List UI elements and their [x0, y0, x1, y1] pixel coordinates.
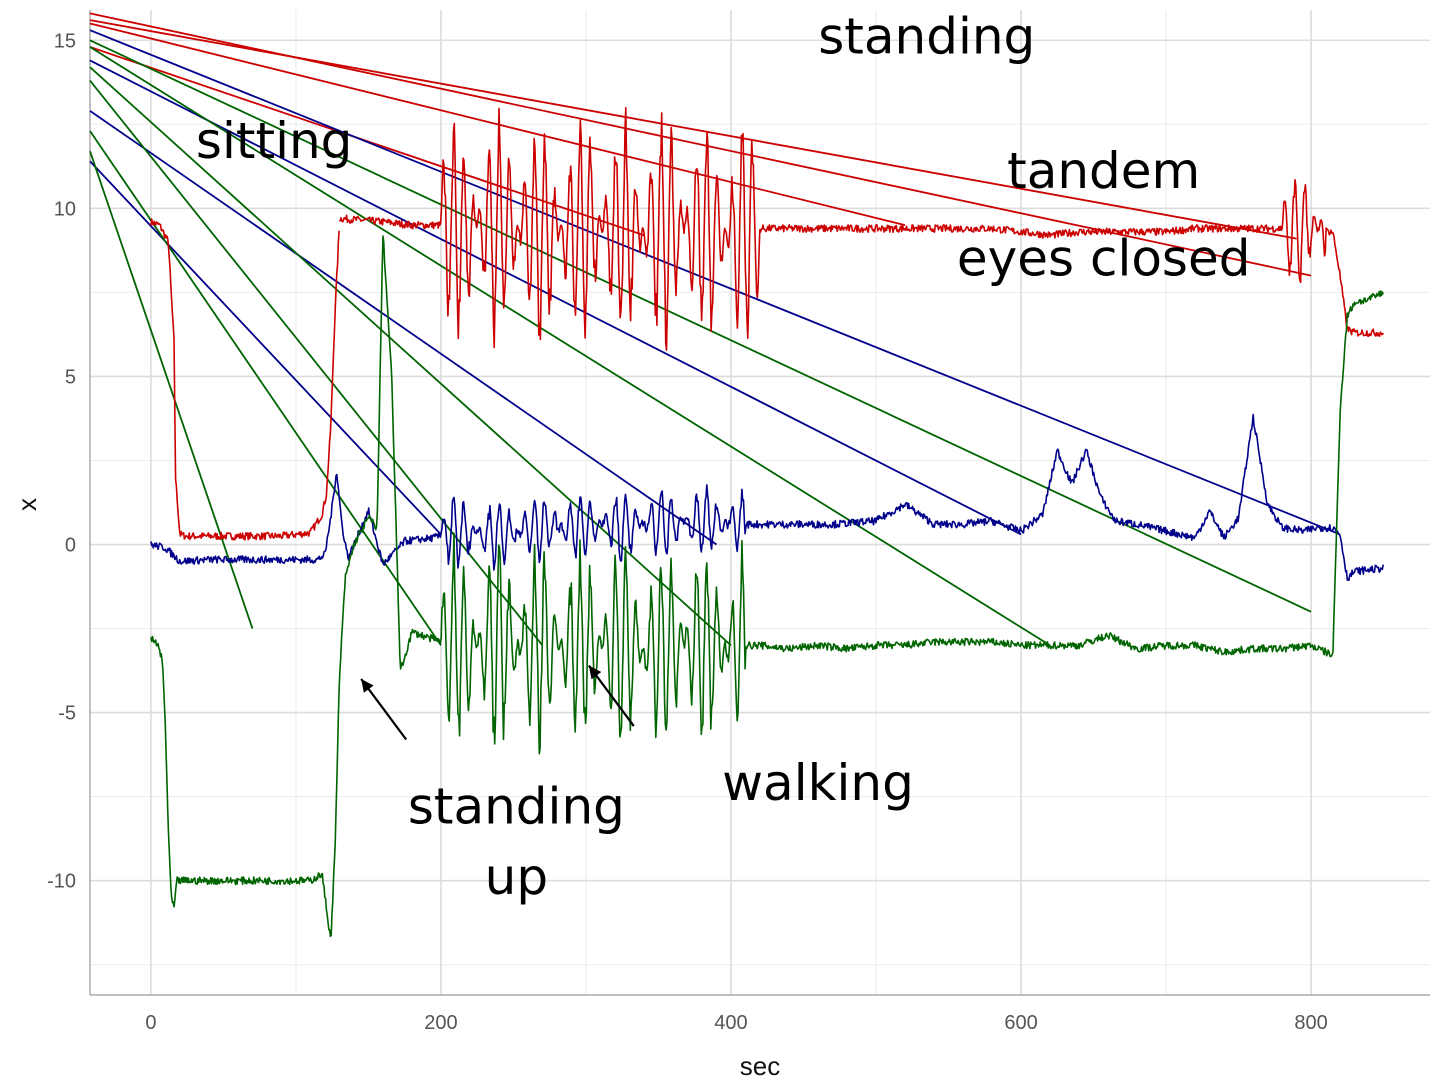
series-lines — [150, 106, 1385, 938]
arrow-head — [361, 678, 374, 693]
overlay-line — [89, 110, 718, 546]
annotations: standing sitting tandem eyes closed standing… — [196, 8, 1251, 906]
x-tick-label: 0 — [145, 1012, 156, 1034]
annotation-label: sitting — [196, 112, 352, 170]
y-axis-title: x — [12, 498, 42, 511]
annotation-label: standing — [818, 8, 1035, 66]
x-tick-label: 400 — [714, 1012, 747, 1034]
y-tick-label: 10 — [54, 198, 76, 220]
grid-major — [90, 10, 1430, 995]
overlay-line — [89, 66, 732, 647]
overlay-lines — [89, 12, 1341, 647]
y-tick-label: 0 — [65, 535, 76, 557]
y-tick-label: 15 — [54, 30, 76, 52]
x-tick-label: 200 — [424, 1012, 457, 1034]
x-tick-label: 600 — [1004, 1012, 1037, 1034]
annotation-label: eyes closed — [957, 230, 1251, 288]
annotation-label: walking — [722, 754, 914, 812]
y-tick-label: -10 — [47, 871, 76, 893]
series-line — [338, 106, 1385, 351]
annotation-label: standing — [408, 778, 625, 836]
y-tick-label: -5 — [58, 703, 76, 725]
overlay-line — [89, 150, 254, 629]
axis-lines — [89, 10, 1430, 996]
grid-minor — [90, 10, 1430, 995]
overlay-line — [89, 46, 1051, 647]
y-tick-label: 5 — [65, 366, 76, 388]
overlay-line — [89, 19, 1297, 240]
annotation-label: tandem — [1007, 142, 1200, 200]
overlay-line — [89, 59, 1022, 536]
overlay-line — [89, 39, 1312, 613]
series-line — [150, 235, 1384, 938]
overlay-line — [89, 160, 442, 536]
x-tick-label: 800 — [1294, 1012, 1327, 1034]
x-axis-title: sec — [740, 1051, 780, 1081]
arrows — [360, 664, 635, 741]
series-line — [150, 413, 1384, 582]
series-line — [150, 218, 340, 541]
overlay-line — [89, 130, 442, 646]
arrow-head — [588, 665, 602, 680]
overlay-line — [89, 29, 1341, 536]
annotation-label: up — [485, 848, 548, 906]
x-tick-labels: 0 200 400 600 800 — [145, 1012, 1327, 1034]
overlay-line — [89, 22, 906, 227]
y-tick-labels: -10 -5 0 5 10 15 — [47, 30, 76, 892]
